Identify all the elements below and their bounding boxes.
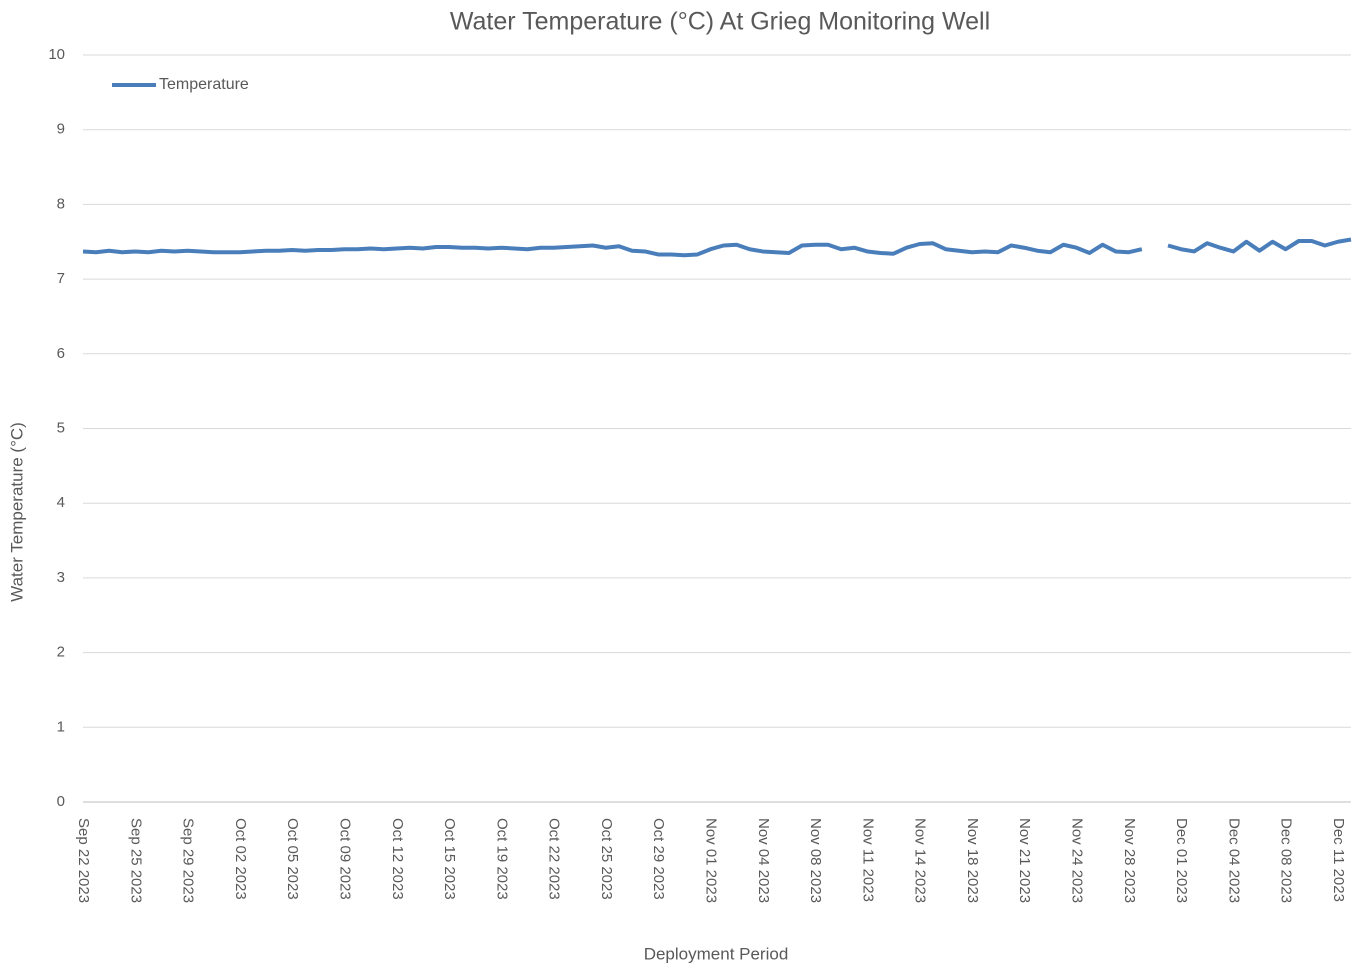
x-axis-title: Deployment Period xyxy=(644,944,789,963)
y-tick-label: 2 xyxy=(57,644,65,661)
x-tick-label: Nov 18 2023 xyxy=(964,818,981,903)
y-tick-label: 6 xyxy=(57,345,65,362)
data-line xyxy=(82,237,1352,258)
x-tick-label: Oct 12 2023 xyxy=(389,818,406,900)
y-tick-label: 4 xyxy=(57,494,65,511)
legend-label: Temperature xyxy=(159,76,249,93)
x-tick-label: Oct 25 2023 xyxy=(598,818,615,900)
x-tick-label: Sep 25 2023 xyxy=(127,818,144,903)
x-tick-label: Oct 29 2023 xyxy=(650,818,667,900)
x-tick-label: Dec 01 2023 xyxy=(1173,818,1190,903)
x-tick-label: Oct 05 2023 xyxy=(284,818,301,900)
x-tick-label: Nov 01 2023 xyxy=(702,818,719,903)
x-tick-label: Oct 15 2023 xyxy=(441,818,458,900)
y-axis-title: Water Temperature (°C) xyxy=(7,422,26,602)
x-tick-label: Nov 21 2023 xyxy=(1016,818,1033,903)
x-tick-label: Oct 22 2023 xyxy=(546,818,563,900)
y-tick-label: 9 xyxy=(57,121,65,138)
x-tick-label: Dec 11 2023 xyxy=(1330,818,1347,902)
x-tick-label: Nov 24 2023 xyxy=(1069,818,1086,903)
y-tick-label: 5 xyxy=(57,419,65,436)
y-tick-label: 0 xyxy=(57,793,65,810)
x-tick-label: Oct 02 2023 xyxy=(232,818,249,900)
x-tick-label: Dec 04 2023 xyxy=(1225,818,1242,903)
x-tick-label: Nov 14 2023 xyxy=(912,818,929,903)
x-tick-label: Sep 29 2023 xyxy=(180,818,197,903)
x-tick-label: Nov 04 2023 xyxy=(755,818,772,903)
y-tick-label: 3 xyxy=(57,569,65,586)
x-tick-label: Nov 08 2023 xyxy=(807,818,824,903)
y-tick-label: 1 xyxy=(57,718,65,735)
x-tick-label: Dec 08 2023 xyxy=(1278,818,1295,903)
y-tick-label: 10 xyxy=(48,46,65,63)
x-tick-label: Oct 09 2023 xyxy=(336,818,353,900)
y-tick-label: 8 xyxy=(57,195,65,212)
x-tick-label: Nov 11 2023 xyxy=(859,818,876,902)
x-tick-label: Sep 22 2023 xyxy=(75,818,92,903)
x-tick-label: Oct 19 2023 xyxy=(493,818,510,900)
chart-title: Water Temperature (°C) At Grieg Monitori… xyxy=(450,8,990,36)
y-tick-label: 7 xyxy=(57,270,65,287)
x-tick-label: Nov 28 2023 xyxy=(1121,818,1138,903)
